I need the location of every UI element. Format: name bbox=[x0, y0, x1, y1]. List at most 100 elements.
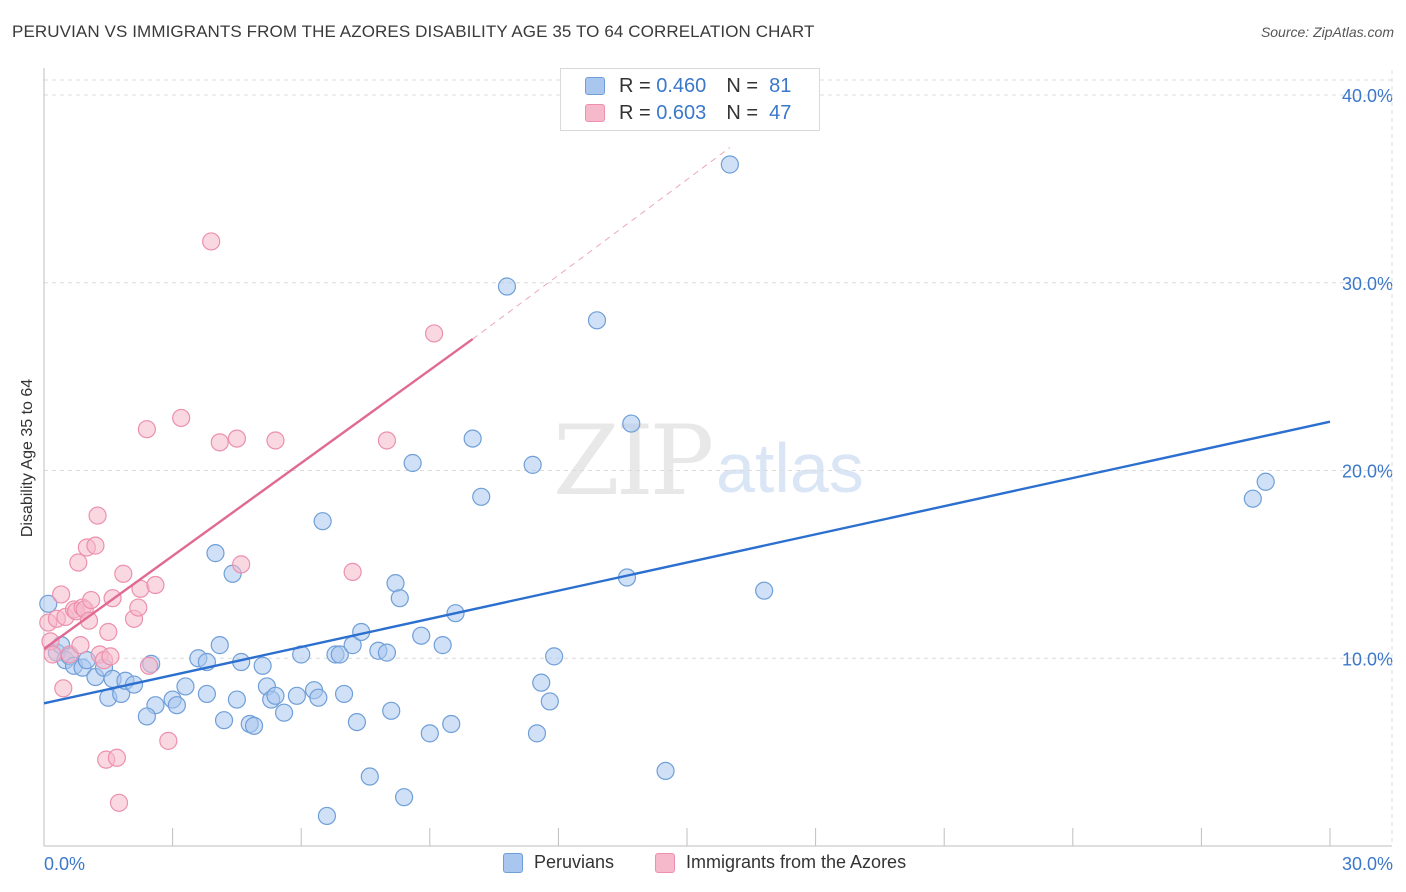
peruvian-point bbox=[656, 761, 675, 781]
azores-point bbox=[101, 647, 120, 666]
azores-point bbox=[202, 232, 221, 251]
peruvian-point bbox=[622, 414, 641, 433]
x-tick-label: 30.0% bbox=[1342, 854, 1393, 874]
legend-r-value: 0.603 bbox=[656, 101, 707, 124]
peruvian-point bbox=[334, 684, 354, 704]
peruvian-point bbox=[472, 487, 491, 506]
y-tick-label: 30.0% bbox=[1342, 274, 1393, 294]
peruvian-point bbox=[532, 673, 551, 692]
peruvian-point bbox=[523, 455, 542, 474]
peruvian-point bbox=[386, 574, 405, 593]
peruvian-point bbox=[167, 696, 186, 715]
legend-series: Peruvians Immigrants from the Azores bbox=[0, 852, 1406, 876]
peruvian-point bbox=[497, 277, 517, 296]
legend-r-label: R = bbox=[619, 74, 651, 97]
peruvian-point bbox=[527, 724, 547, 743]
azores-trendline-extension bbox=[472, 147, 731, 340]
legend-n-label: N = bbox=[726, 101, 758, 124]
azores-point bbox=[159, 731, 178, 750]
peruvian-point bbox=[463, 429, 482, 448]
source-label: Source: ZipAtlas.com bbox=[1260, 24, 1394, 40]
legend-item-azores: Immigrants from the Azores bbox=[655, 852, 906, 873]
peruvian-point bbox=[587, 311, 607, 330]
azores-point bbox=[343, 562, 362, 581]
peruvian-point bbox=[545, 647, 564, 666]
peruvian-point bbox=[210, 636, 229, 655]
peruvian-point bbox=[390, 589, 409, 608]
azores-point bbox=[146, 575, 165, 595]
azores-point bbox=[86, 536, 105, 555]
peruvian-point bbox=[540, 692, 559, 711]
azores-point bbox=[232, 555, 251, 574]
peruvian-point bbox=[377, 643, 397, 662]
azores-point bbox=[139, 656, 159, 675]
azores-point bbox=[43, 645, 62, 664]
peruvian-point bbox=[442, 714, 461, 734]
azores-point bbox=[227, 429, 246, 448]
legend-item-peruvians: Peruvians bbox=[503, 852, 614, 873]
peruvian-point bbox=[317, 806, 337, 826]
peruvian-point bbox=[412, 626, 431, 645]
azores-point bbox=[54, 679, 73, 698]
peruvian-point bbox=[347, 712, 367, 732]
azores-point bbox=[266, 431, 285, 450]
peruvian-point bbox=[433, 636, 452, 655]
azores-point bbox=[377, 431, 397, 450]
peruvian-point bbox=[360, 767, 379, 786]
x-tick-label: 0.0% bbox=[44, 854, 85, 874]
peruvian-point bbox=[287, 686, 307, 705]
azores-point bbox=[52, 585, 71, 604]
legend-label-azores: Immigrants from the Azores bbox=[686, 852, 907, 872]
peruvian-point bbox=[253, 656, 272, 675]
watermark-atlas: atlas bbox=[716, 429, 864, 507]
azores-trendline bbox=[43, 338, 474, 650]
azores-point bbox=[71, 636, 90, 655]
peruvian-point bbox=[330, 645, 349, 664]
y-tick-label: 10.0% bbox=[1342, 649, 1393, 669]
legend-swatch-pink bbox=[655, 852, 675, 873]
legend-row-azores: R = 0.603 N = 47 bbox=[585, 102, 791, 124]
peruvian-point bbox=[309, 688, 328, 707]
legend-swatch-pink bbox=[585, 104, 605, 122]
peruvian-point bbox=[403, 453, 422, 473]
peruvian-point bbox=[39, 594, 58, 613]
azores-point bbox=[114, 564, 133, 583]
peruvian-point bbox=[1256, 472, 1275, 491]
peruvian-point bbox=[313, 512, 332, 531]
peruvian-point bbox=[720, 155, 739, 174]
peruvian-point bbox=[394, 788, 414, 807]
peruvian-point bbox=[382, 701, 401, 720]
azores-point bbox=[129, 598, 148, 617]
legend-swatch-blue bbox=[503, 852, 523, 873]
peruvian-point bbox=[274, 703, 294, 722]
chart-title: PERUVIAN VS IMMIGRANTS FROM THE AZORES D… bbox=[12, 22, 815, 41]
peruvian-point bbox=[1243, 489, 1262, 508]
legend-r-value: 0.460 bbox=[656, 74, 707, 97]
peruvian-point bbox=[206, 544, 225, 563]
azores-point bbox=[109, 793, 129, 812]
peruvian-point bbox=[227, 690, 246, 709]
peruvian-point bbox=[755, 581, 774, 600]
azores-point bbox=[79, 611, 99, 630]
legend-n-value: 81 bbox=[769, 74, 792, 97]
peruvian-trendline bbox=[43, 420, 1331, 705]
legend-swatch-blue bbox=[585, 77, 605, 95]
legend-row-peruvians: R = 0.460 N = 81 bbox=[585, 75, 791, 97]
peruvian-point bbox=[214, 711, 234, 730]
azores-point bbox=[69, 553, 88, 572]
azores-point bbox=[99, 622, 118, 642]
peruvian-point bbox=[244, 716, 264, 735]
peruvian-point bbox=[137, 707, 156, 726]
peruvian-point bbox=[420, 724, 439, 743]
azores-point bbox=[210, 433, 229, 452]
peruvian-point bbox=[176, 677, 195, 696]
legend-label-peruvians: Peruvians bbox=[534, 852, 615, 872]
azores-point bbox=[107, 748, 126, 767]
y-tick-label: 20.0% bbox=[1342, 462, 1393, 482]
legend-n-label: N = bbox=[726, 74, 758, 97]
azores-point bbox=[137, 420, 156, 439]
azores-point bbox=[82, 590, 101, 610]
legend-stats: R = 0.460 N = 81 R = 0.603 N = 47 bbox=[560, 68, 820, 131]
legend-n-value: 47 bbox=[769, 101, 792, 124]
